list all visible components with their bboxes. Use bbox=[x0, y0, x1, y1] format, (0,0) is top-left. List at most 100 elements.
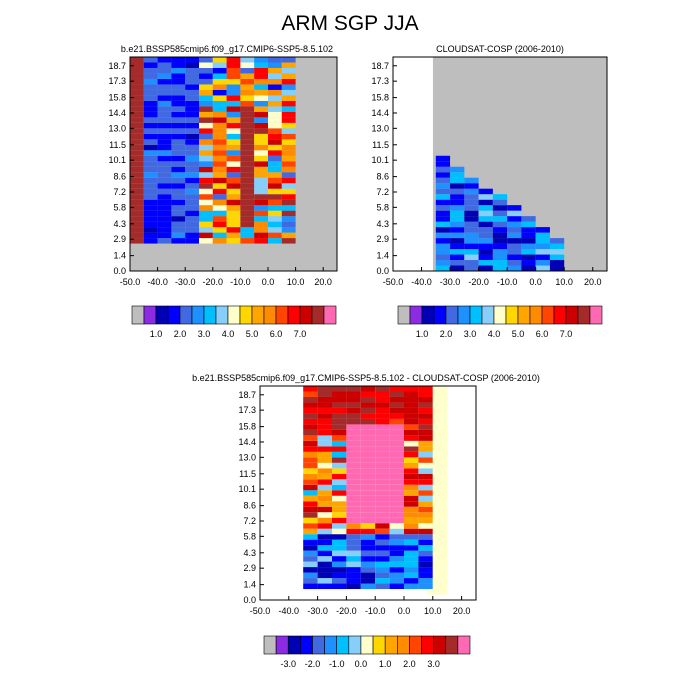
model-cell bbox=[268, 144, 282, 151]
cloudsat-colorbar-label: 5.0 bbox=[512, 329, 525, 339]
model-cell bbox=[199, 57, 213, 63]
cloudsat-colorbar-swatch bbox=[505, 305, 519, 325]
model-cell bbox=[254, 150, 268, 156]
cloudsat-cell bbox=[435, 232, 451, 239]
model-cell bbox=[157, 166, 172, 173]
model-cell bbox=[157, 67, 172, 74]
difference-cell bbox=[404, 567, 419, 573]
difference-cell bbox=[389, 539, 404, 546]
difference-cell bbox=[375, 567, 390, 573]
model-cell bbox=[240, 238, 255, 244]
model-cell bbox=[268, 210, 282, 217]
difference-cell bbox=[332, 386, 347, 392]
difference-cell bbox=[418, 545, 433, 551]
model-xtick-label: -50.0 bbox=[120, 277, 141, 287]
model-cell bbox=[130, 238, 144, 244]
difference-cell bbox=[375, 429, 390, 436]
cloudsat-cell bbox=[549, 265, 565, 271]
cloudsat-cell bbox=[521, 265, 536, 271]
difference-cell bbox=[389, 462, 404, 469]
model-cell bbox=[240, 150, 255, 156]
model-cell bbox=[143, 67, 158, 74]
difference-cell bbox=[432, 462, 448, 469]
difference-colorbar-swatch bbox=[312, 635, 325, 655]
difference-cell bbox=[346, 429, 361, 436]
difference-cell bbox=[332, 391, 347, 397]
model-cell bbox=[185, 155, 199, 162]
cloudsat-cell bbox=[492, 265, 508, 271]
model-cell bbox=[199, 117, 213, 123]
difference-cell bbox=[375, 545, 390, 551]
difference-cell bbox=[432, 396, 448, 403]
difference-cell bbox=[303, 501, 318, 507]
model-cell bbox=[157, 78, 172, 85]
cloudsat-cell bbox=[507, 232, 522, 239]
model-cell bbox=[199, 78, 213, 85]
model-cell bbox=[240, 89, 255, 96]
difference-cell bbox=[360, 523, 376, 529]
model-cell bbox=[212, 73, 227, 79]
cloudsat-colorbar-label: 2.0 bbox=[440, 329, 453, 339]
difference-cell bbox=[332, 396, 347, 403]
difference-cell bbox=[389, 528, 404, 535]
difference-cell bbox=[389, 490, 404, 496]
cloudsat-xtick-label: 10.0 bbox=[555, 277, 573, 287]
model-cell bbox=[226, 117, 241, 123]
model-cell bbox=[130, 155, 144, 162]
difference-cell bbox=[389, 402, 404, 408]
model-cell bbox=[130, 177, 144, 184]
difference-cell bbox=[432, 501, 448, 507]
model-cell bbox=[212, 100, 227, 107]
model-cell bbox=[281, 155, 296, 162]
model-cell bbox=[212, 117, 227, 123]
difference-cell bbox=[360, 528, 376, 535]
model-cell bbox=[212, 62, 227, 68]
model-cell bbox=[212, 95, 227, 101]
difference-cell bbox=[360, 501, 376, 507]
model-cell bbox=[199, 133, 213, 140]
model-cell bbox=[240, 62, 255, 68]
model-cell bbox=[268, 205, 282, 211]
model-cell bbox=[130, 100, 144, 107]
cloudsat-cell bbox=[450, 199, 465, 206]
difference-cell bbox=[332, 583, 347, 590]
model-colorbar-swatch bbox=[239, 305, 253, 325]
difference-cell bbox=[360, 512, 376, 518]
difference-cell bbox=[418, 391, 433, 397]
model-cell bbox=[212, 57, 227, 63]
difference-cell bbox=[432, 407, 448, 414]
model-cell bbox=[268, 89, 282, 96]
model-cell bbox=[268, 161, 282, 167]
difference-cell bbox=[303, 583, 318, 590]
cloudsat-cell bbox=[435, 243, 451, 250]
difference-colorbar-label: 3.0 bbox=[427, 659, 440, 669]
difference-cell bbox=[346, 462, 361, 469]
cloudsat-colorbar-label: 7.0 bbox=[560, 329, 573, 339]
difference-cell bbox=[346, 556, 361, 562]
model-cell bbox=[171, 238, 186, 244]
cloudsat-cell bbox=[435, 210, 451, 217]
model-cell bbox=[268, 188, 282, 195]
difference-cell bbox=[317, 572, 332, 579]
difference-cell bbox=[360, 391, 376, 397]
model-cell bbox=[199, 238, 213, 244]
model-cell bbox=[157, 238, 172, 244]
model-cell bbox=[212, 67, 227, 74]
model-cell bbox=[199, 144, 213, 151]
difference-cell bbox=[317, 386, 332, 392]
model-cell bbox=[185, 78, 199, 85]
cloudsat-cell bbox=[492, 254, 508, 261]
model-cell bbox=[143, 194, 158, 200]
difference-cell bbox=[303, 539, 318, 546]
difference-cell bbox=[418, 446, 433, 452]
difference-cell bbox=[346, 473, 361, 480]
difference-cell bbox=[375, 583, 390, 590]
difference-ytick-label: 10.1 bbox=[238, 484, 256, 494]
difference-cell bbox=[389, 479, 404, 485]
difference-cell bbox=[432, 457, 448, 463]
cloudsat-cell bbox=[478, 265, 493, 271]
model-cell bbox=[254, 100, 268, 107]
difference-colorbar-swatch bbox=[300, 635, 313, 655]
model-cell bbox=[171, 95, 186, 101]
cloudsat-cell bbox=[549, 243, 565, 250]
